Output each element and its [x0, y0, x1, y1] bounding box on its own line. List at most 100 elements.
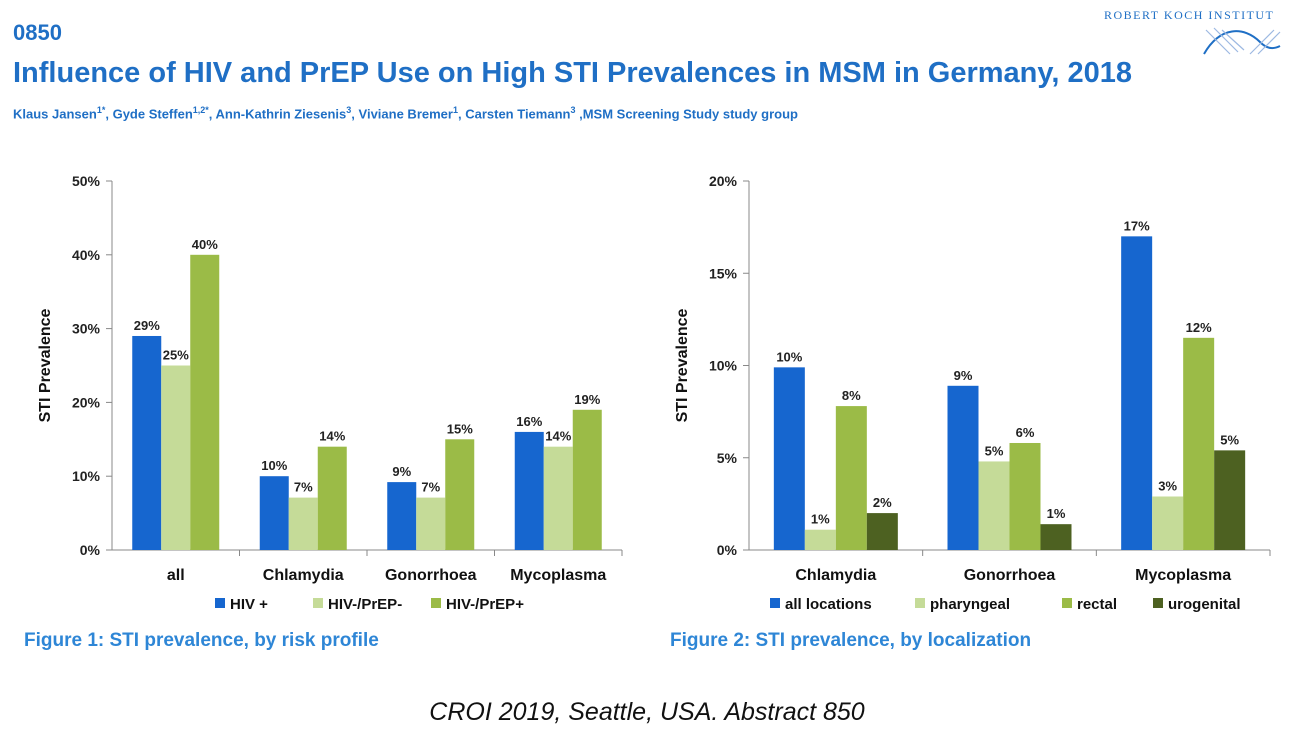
y-axis-title: STI Prevalence	[37, 308, 54, 422]
bar-value-label: 5%	[985, 443, 1004, 458]
bar	[387, 482, 417, 550]
bar	[572, 409, 602, 550]
bar	[514, 431, 544, 550]
y-tick-label: 40%	[72, 247, 101, 263]
author-list: Klaus Jansen1*, Gyde Steffen1,2*, Ann-Ka…	[13, 105, 798, 122]
y-tick-label: 20%	[72, 394, 101, 410]
bar-value-label: 5%	[1220, 432, 1239, 447]
y-tick-label: 10%	[72, 468, 101, 484]
figure2-caption: Figure 2: STI prevalence, by localizatio…	[670, 630, 1032, 651]
author-name: MSM Screening Study study group	[582, 106, 798, 122]
category-label: Gonorrhoea	[385, 567, 477, 584]
legend-swatch	[313, 598, 323, 608]
bar	[835, 406, 867, 550]
rki-logo-icon	[1203, 27, 1281, 55]
author-affiliation: 3	[570, 105, 576, 115]
bar	[317, 446, 347, 550]
bar	[1183, 337, 1215, 550]
bar	[1152, 496, 1184, 550]
bar	[1214, 450, 1246, 550]
author-name: Ann-Kathrin Ziesenis	[215, 106, 347, 122]
bar	[866, 513, 898, 550]
bar-value-label: 17%	[1124, 218, 1150, 233]
bar-value-label: 12%	[1186, 320, 1212, 335]
charts-canvas: 0% 10% 20% 30% 40% 50% STI Prevalence 29%25% 40%…	[37, 173, 1271, 613]
bar	[288, 497, 318, 550]
category-label: Mycoplasma	[510, 567, 606, 584]
bar-value-label: 29%	[134, 318, 160, 333]
bar	[804, 529, 836, 550]
rki-logo-text: ROBERT KOCH INSTITUT	[1104, 8, 1275, 22]
bar-value-label: 25%	[163, 348, 189, 363]
bar	[773, 367, 805, 550]
legend-label: all locations	[785, 596, 872, 613]
bar-value-label: 9%	[392, 464, 411, 479]
author-name: Carsten Tiemann	[465, 106, 571, 122]
legend-label: pharyngeal	[930, 596, 1010, 613]
category-label: Chlamydia	[795, 567, 876, 584]
bar-value-label: 9%	[954, 368, 973, 383]
bar-value-label: 2%	[873, 495, 892, 510]
category-label: all	[167, 567, 185, 584]
bar	[978, 461, 1010, 550]
poster-title: Influence of HIV and PrEP Use on High ST…	[13, 57, 1132, 89]
bar-value-label: 19%	[574, 392, 600, 407]
figure1-caption: Figure 1: STI prevalence, by risk profil…	[24, 630, 379, 651]
legend-label: HIV-/PrEP+	[446, 596, 524, 613]
bar-value-label: 16%	[516, 414, 542, 429]
legend-label: rectal	[1077, 596, 1117, 613]
bar	[161, 365, 191, 550]
bar	[132, 335, 162, 550]
bar-value-label: 6%	[1016, 425, 1035, 440]
bar	[1121, 236, 1153, 550]
legend-label: urogenital	[1168, 596, 1241, 613]
bar	[416, 497, 446, 550]
bar	[445, 439, 475, 550]
author-name: Viviane Bremer	[358, 106, 453, 122]
y-tick-label: 20%	[709, 173, 738, 189]
y-tick-label: 15%	[709, 265, 738, 281]
bar	[1009, 442, 1041, 550]
bar-value-label: 8%	[842, 388, 861, 403]
bar	[543, 446, 573, 550]
author-affiliation: 1,2*	[192, 105, 209, 115]
author-affiliation: 1	[452, 105, 458, 115]
y-tick-label: 30%	[72, 321, 101, 337]
y-axis-title: STI Prevalence	[674, 308, 691, 422]
bar	[1040, 524, 1072, 550]
bar-value-label: 1%	[811, 512, 830, 527]
bar-value-label: 7%	[421, 480, 440, 495]
y-tick-label: 0%	[717, 542, 738, 558]
bar	[259, 476, 289, 550]
legend-swatch	[1153, 598, 1163, 608]
bar-value-label: 14%	[545, 429, 571, 444]
author-affiliation: 3	[346, 105, 352, 115]
category-label: Chlamydia	[263, 567, 344, 584]
conference-footer: CROI 2019, Seattle, USA. Abstract 850	[429, 698, 865, 726]
bar-value-label: 14%	[319, 429, 345, 444]
y-tick-label: 50%	[72, 173, 101, 189]
legend-swatch	[431, 598, 441, 608]
bar-value-label: 15%	[447, 421, 473, 436]
legend-swatch	[1062, 598, 1072, 608]
bar-value-label: 7%	[294, 480, 313, 495]
legend-label: HIV-/PrEP-	[328, 596, 402, 613]
legend-label: HIV +	[230, 596, 268, 613]
bar-value-label: 1%	[1047, 506, 1066, 521]
y-tick-label: 0%	[80, 542, 101, 558]
y-tick-label: 5%	[717, 450, 738, 466]
bar-value-label: 10%	[261, 458, 287, 473]
legend-swatch	[770, 598, 780, 608]
legend-swatch	[215, 598, 225, 608]
author-affiliation: 1*	[96, 105, 106, 115]
chart-risk-profile: 0% 10% 20% 30% 40% 50% STI Prevalence 29%25% 40%…	[37, 173, 623, 613]
category-label: Mycoplasma	[1135, 567, 1231, 584]
bar-value-label: 3%	[1158, 478, 1177, 493]
legend-swatch	[915, 598, 925, 608]
category-label: Gonorrhoea	[964, 567, 1056, 584]
chart-localization: 0% 5% 10% 15% 20% STI Prevalence 10% 1% 8% 2% Chla…	[674, 173, 1271, 613]
bar	[947, 385, 979, 550]
author-name: Klaus Jansen	[13, 106, 97, 122]
bar-value-label: 10%	[776, 349, 802, 364]
author-name: Gyde Steffen	[112, 106, 193, 122]
